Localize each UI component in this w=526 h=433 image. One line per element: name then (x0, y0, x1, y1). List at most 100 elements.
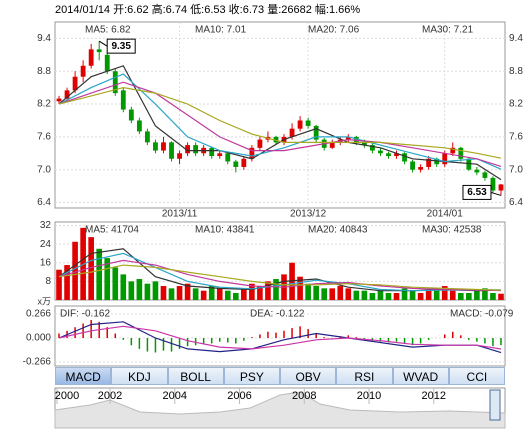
candle-body (233, 161, 239, 167)
candle-body (225, 153, 231, 162)
legend-entry: MA30: 42538 (422, 225, 482, 236)
y-tick-label: 8.2 (37, 99, 51, 110)
volume-bar (385, 293, 392, 300)
ma-line (58, 264, 502, 291)
candle-body (418, 166, 424, 170)
timeline-label: 2002 (98, 390, 122, 402)
y-tick-label-right: 8.2 (509, 99, 523, 110)
candle-body (249, 147, 255, 159)
indicator-tab[interactable]: MACD (55, 367, 112, 385)
panel-frame (54, 305, 506, 367)
volume-bar (72, 241, 78, 300)
candle-body (112, 71, 118, 94)
volume-bar (96, 248, 103, 300)
volume-bar (144, 283, 151, 300)
volume-bar (224, 290, 231, 300)
timeline-label: 2008 (292, 390, 316, 402)
volume-bar (321, 288, 328, 300)
volume-bar (409, 290, 416, 300)
panel-frame (54, 21, 506, 209)
candle-body (64, 90, 70, 99)
candle-body (386, 153, 391, 157)
info-line: 2014/01/14 开:6.62 高:6.74 低:6.53 收:6.73 量… (55, 2, 360, 16)
candle-body (273, 136, 279, 143)
volume-bar (433, 288, 440, 300)
candle-body (458, 147, 464, 159)
candle-body (482, 172, 488, 178)
volume-bar (482, 288, 488, 300)
indicator-tab[interactable]: WVAD (392, 367, 449, 385)
timeline-label: 2010 (357, 390, 381, 402)
candle-body (161, 142, 166, 151)
candle-body (72, 76, 78, 91)
y-tick-label: 7.6 (37, 132, 51, 143)
candle-body (169, 142, 174, 159)
candle-body (104, 54, 110, 72)
candle-body (56, 98, 62, 102)
candle-body (450, 147, 456, 154)
volume-bar (265, 281, 271, 300)
volume-bar (128, 281, 135, 300)
annotation: 9.35 (111, 41, 131, 52)
candle-body (80, 65, 86, 77)
volume-bar (136, 279, 143, 300)
volume-bar (232, 293, 239, 300)
candle-body (185, 145, 190, 154)
candle-body (466, 158, 472, 170)
ma-line (58, 73, 502, 170)
indicator-tab[interactable]: PSY (223, 367, 280, 385)
volume-bar (498, 293, 504, 300)
y-tick-label: 7.0 (37, 164, 51, 175)
volume-bar (457, 293, 464, 300)
timeline-area (54, 391, 506, 429)
candle-body (361, 142, 367, 146)
candle-body (442, 153, 448, 165)
volume-bar (160, 286, 167, 300)
candle-body (88, 49, 94, 66)
volume-bar (425, 290, 432, 300)
legend-entry: MA30: 7.21 (422, 25, 474, 36)
indicator-tab[interactable]: OBV (280, 367, 337, 385)
volume-bar (353, 290, 360, 300)
volume-bar (273, 279, 279, 300)
y-tick-label: 32 (40, 220, 52, 231)
legend-entry: MA5: 6.82 (85, 25, 131, 36)
legend-entry: MA20: 40843 (308, 225, 368, 236)
y-tick-label: 0.000 (26, 333, 51, 344)
legend-entry: MA10: 7.01 (195, 25, 247, 36)
legend-entry: MA5: 41704 (85, 225, 139, 236)
indicator-tab[interactable]: BOLL (167, 367, 224, 385)
volume-bar (337, 286, 344, 300)
y-tick-label: 24 (40, 239, 52, 250)
volume-bar (393, 293, 400, 300)
volume-bar (361, 290, 368, 300)
x-tick-label: 2013/12 (290, 209, 327, 220)
volume-bar (152, 281, 159, 300)
legend-entry: MA10: 43841 (195, 225, 255, 236)
candle-body (128, 109, 134, 121)
volume-bar (313, 286, 319, 300)
y-tick-label-right: 9.4 (509, 33, 523, 44)
candle-body (289, 128, 295, 137)
candle-body (498, 184, 504, 191)
legend-entry: MACD: -0.079 (450, 309, 514, 320)
timeline-label: 2000 (55, 390, 79, 402)
indicator-tab[interactable]: CCI (448, 367, 505, 385)
volume-bar (490, 293, 496, 300)
indicator-tab[interactable]: RSI (336, 367, 393, 385)
y-tick-label: 0.266 (26, 309, 51, 320)
timeline-handle[interactable] (489, 389, 501, 421)
ma-line (58, 81, 502, 167)
annotation-pointer (490, 191, 502, 196)
volume-bar (56, 269, 62, 300)
volume-bar (104, 258, 111, 300)
y-tick-label-right: 8.8 (509, 66, 523, 77)
candle-body (474, 169, 480, 173)
legend-entry: DIF: -0.162 (60, 309, 110, 320)
volume-bar (441, 286, 448, 300)
timeline-label: 2012 (422, 390, 446, 402)
candle-body (426, 158, 432, 167)
indicator-tab[interactable]: KDJ (111, 367, 168, 385)
volume-bar (249, 283, 255, 300)
